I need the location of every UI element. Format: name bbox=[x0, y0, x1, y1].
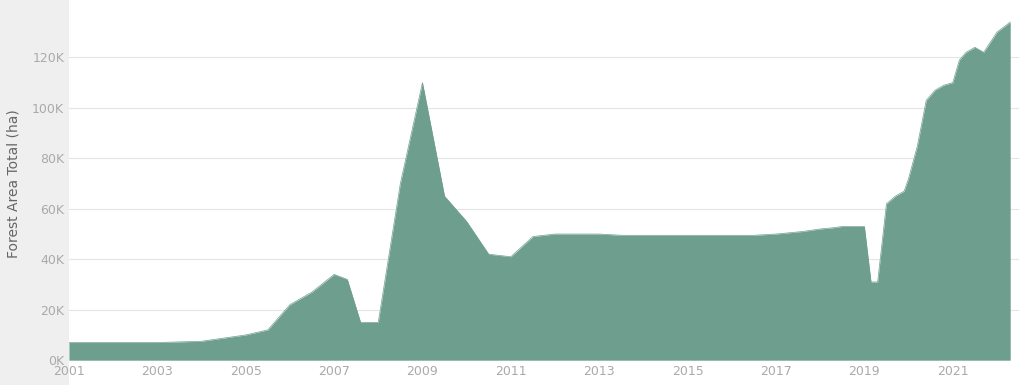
Y-axis label: Forest Area Total (ha): Forest Area Total (ha) bbox=[7, 109, 21, 258]
